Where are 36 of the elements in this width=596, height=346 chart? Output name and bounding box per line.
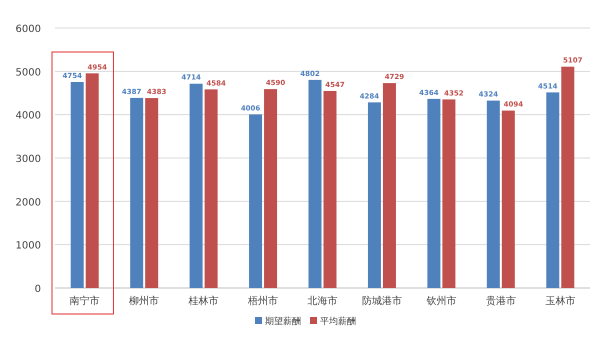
bar bbox=[264, 89, 278, 288]
y-tick-label: 2000 bbox=[16, 197, 41, 208]
y-tick-label: 1000 bbox=[16, 240, 41, 252]
bar bbox=[442, 99, 456, 288]
bar bbox=[70, 82, 84, 288]
bar bbox=[86, 73, 99, 288]
y-tick-label: 4000 bbox=[16, 110, 41, 122]
bar bbox=[308, 80, 322, 288]
bar bbox=[546, 92, 560, 288]
legend-label: 平均薪酬 bbox=[320, 316, 356, 327]
x-tick-label: 防城港市 bbox=[362, 295, 402, 307]
bar bbox=[486, 100, 500, 288]
y-tick-label: 0 bbox=[34, 284, 41, 295]
x-tick-label: 玉林市 bbox=[545, 295, 576, 307]
bar bbox=[561, 66, 574, 288]
bar bbox=[130, 98, 144, 288]
bar bbox=[249, 114, 262, 288]
y-tick-label: 3000 bbox=[16, 154, 41, 165]
x-tick-label: 桂林市 bbox=[188, 295, 219, 307]
bar bbox=[204, 89, 218, 288]
x-tick-label: 北海市 bbox=[308, 295, 338, 307]
y-tick-label: 5000 bbox=[16, 67, 41, 78]
bar bbox=[324, 90, 336, 288]
x-tick-label: 钦州市 bbox=[425, 295, 456, 307]
bar bbox=[190, 84, 203, 288]
legend-label: 期望薪酬 bbox=[265, 316, 301, 327]
y-tick-label: 6000 bbox=[16, 24, 41, 35]
bar bbox=[368, 102, 381, 288]
bar bbox=[502, 110, 515, 288]
bar bbox=[427, 98, 440, 288]
bar bbox=[145, 98, 158, 288]
x-tick-label: 柳州市 bbox=[129, 295, 160, 307]
x-tick-label: 贵港市 bbox=[486, 295, 516, 307]
bar bbox=[382, 83, 396, 288]
x-tick-label: 南宁市 bbox=[70, 295, 100, 307]
x-tick-label: 梧州市 bbox=[247, 295, 278, 307]
